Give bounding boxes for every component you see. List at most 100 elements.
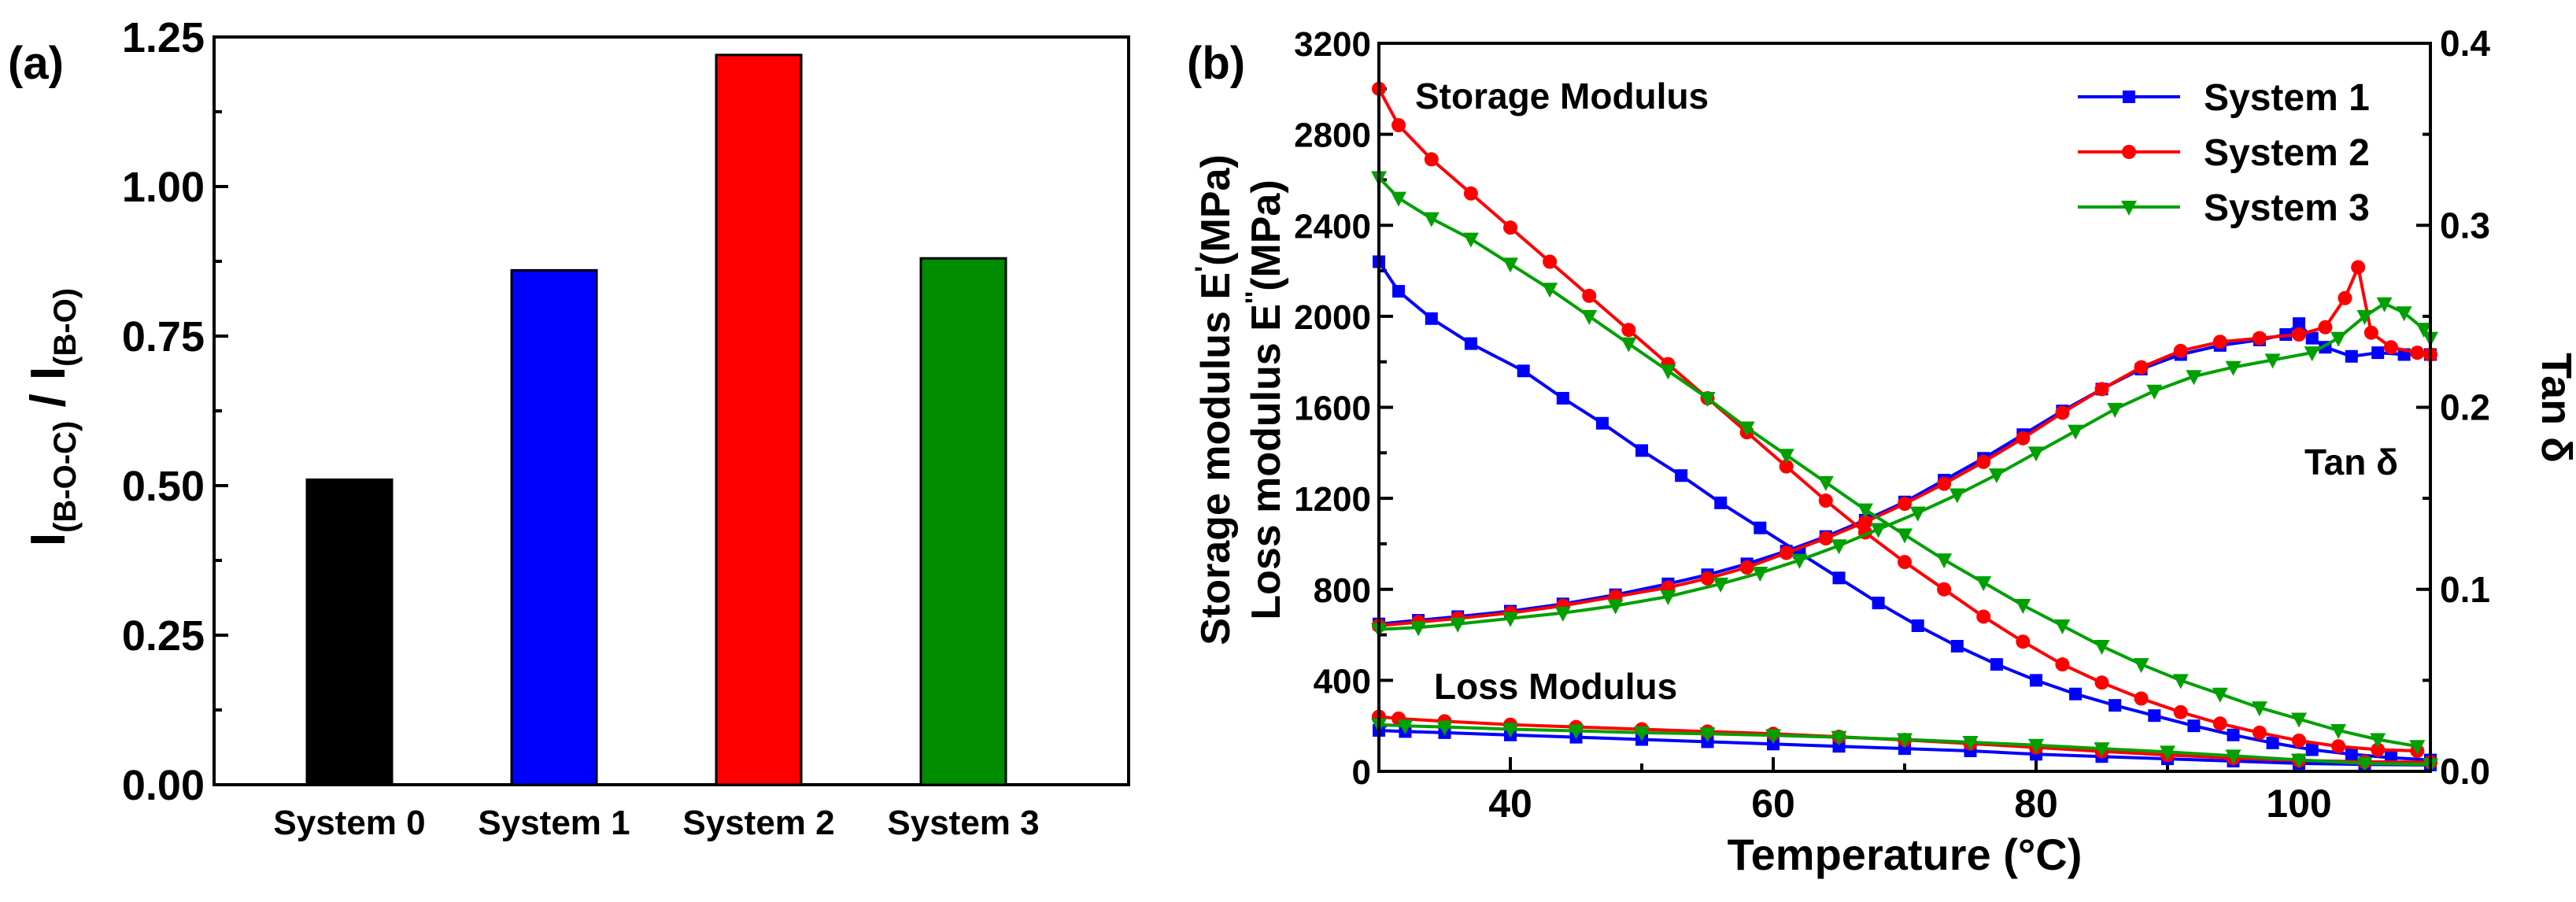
- storage-point: [2133, 658, 2149, 674]
- storage-point: [2172, 674, 2189, 689]
- bar-y-tick-label: 0.00: [122, 762, 205, 809]
- tan-point: [1898, 497, 1912, 512]
- storage-point: [2016, 634, 2031, 649]
- loss-point: [1634, 726, 1650, 741]
- tan-point: [1410, 621, 1427, 637]
- bar-y-tick-label: 0.25: [122, 612, 205, 660]
- storage-point: [1660, 364, 1676, 380]
- tan-point: [1831, 539, 1847, 555]
- loss-point: [1962, 736, 1979, 751]
- storage-point: [1424, 152, 1439, 167]
- bars: [305, 54, 1007, 786]
- x-tick-label: 40: [1488, 782, 1532, 826]
- storage-point: [2173, 704, 2188, 719]
- storage-point: [2212, 687, 2228, 703]
- tan-point: [2371, 346, 2385, 360]
- loss-point: [1699, 727, 1716, 743]
- bar-y-tick-label: 0.50: [122, 463, 205, 510]
- tan-point: [1752, 566, 1768, 582]
- bar-x-tick-label: System 1: [478, 804, 630, 842]
- storage-point: [1936, 553, 1953, 569]
- storage-point: [2266, 736, 2279, 749]
- loss-line: [1378, 723, 2431, 767]
- tan-point: [2186, 370, 2202, 386]
- storage-point: [2251, 701, 2267, 717]
- tan-point: [2356, 309, 2373, 325]
- storage-point: [1990, 658, 2003, 671]
- y-right-tick-label: 0.0: [2440, 751, 2490, 792]
- bar-x-tick-label: System 2: [682, 804, 834, 842]
- storage-point: [2330, 723, 2347, 739]
- storage-point: [1754, 521, 1767, 534]
- storage-line: [1377, 261, 2431, 762]
- storage-point: [2108, 699, 2122, 712]
- loss-point: [2291, 753, 2307, 769]
- tan-point: [1713, 577, 1729, 593]
- storage-point: [1621, 323, 1636, 338]
- loss-point: [1436, 720, 1453, 736]
- y-axis-label-storage: Storage modulus E'(MPa): [1190, 154, 1239, 645]
- y-left-tick-label: 1600: [1294, 390, 1371, 428]
- storage-line: [1377, 176, 2418, 749]
- storage-point: [1778, 449, 1794, 464]
- storage-point: [2409, 740, 2426, 756]
- legend-label: System 2: [2204, 132, 2370, 174]
- bar-system-0: [305, 478, 394, 786]
- storage-point: [2134, 691, 2149, 706]
- y-right-tick-label: 0.1: [2440, 569, 2490, 610]
- y-left-tick-label: 1200: [1294, 480, 1371, 519]
- storage-point: [2331, 739, 2346, 754]
- x-tick-label: 60: [1751, 782, 1795, 826]
- storage-point: [1976, 609, 1991, 624]
- y-axis-label-loss: Loss modulus E''(MPa): [1240, 179, 1289, 619]
- tan-point: [2338, 290, 2352, 305]
- annotation-tan-delta: Tan δ: [2304, 442, 2398, 482]
- storage-point: [1675, 469, 1688, 482]
- storage-point: [1543, 254, 1558, 269]
- storage-point: [1391, 191, 1407, 207]
- tan-point: [2016, 431, 2031, 445]
- storage-point: [2148, 709, 2161, 723]
- annotation-storage-modulus: Storage Modulus: [1415, 76, 1709, 116]
- tan-point: [2068, 424, 2084, 440]
- tan-point: [2028, 446, 2044, 462]
- tan-point: [1818, 531, 1833, 545]
- storage-point: [1392, 285, 1406, 298]
- storage-point: [2055, 657, 2070, 672]
- dma-plot-frame: [1377, 42, 2432, 773]
- storage-point: [2371, 742, 2386, 757]
- tan-point: [1779, 545, 1794, 560]
- bar-y-tick-label: 0.75: [122, 313, 205, 360]
- storage-point: [1911, 619, 1924, 632]
- storage-point: [2370, 733, 2386, 749]
- legend-label: System 3: [2204, 187, 2370, 229]
- legend-label: System 1: [2204, 77, 2370, 119]
- tan-point: [2383, 340, 2398, 355]
- storage-point: [1391, 118, 1406, 133]
- loss-point: [1568, 724, 1584, 740]
- storage-point: [1595, 416, 1609, 430]
- storage-point: [1556, 391, 1569, 405]
- storage-point: [1517, 364, 1530, 378]
- tan-point: [1700, 571, 1715, 586]
- storage-point: [1425, 312, 1438, 325]
- loss-point: [1397, 719, 1414, 735]
- storage-point: [1542, 283, 1558, 298]
- loss-point: [2356, 756, 2373, 772]
- tan-point: [1988, 468, 2005, 484]
- bar-chart-panel: (a) 0.000.250.500.751.001.25 System 0 Sys…: [8, 14, 1130, 842]
- x-tick-label: 100: [2266, 782, 2331, 826]
- storage-point: [1872, 597, 1885, 610]
- storage-point: [1950, 640, 1964, 653]
- storage-point: [1818, 494, 1833, 508]
- tan-point: [2094, 382, 2109, 397]
- tan-point: [1502, 612, 1518, 627]
- y-left-tick-label: 2000: [1294, 298, 1371, 337]
- tan-point: [2292, 327, 2306, 342]
- tan-point: [1791, 553, 1808, 569]
- tan-point: [1949, 488, 1965, 504]
- tan-point: [1660, 590, 1676, 605]
- bar-x-labels: System 0 System 1 System 2 System 3: [273, 804, 1039, 842]
- storage-point: [2291, 712, 2307, 728]
- loss-line: [1378, 729, 2431, 767]
